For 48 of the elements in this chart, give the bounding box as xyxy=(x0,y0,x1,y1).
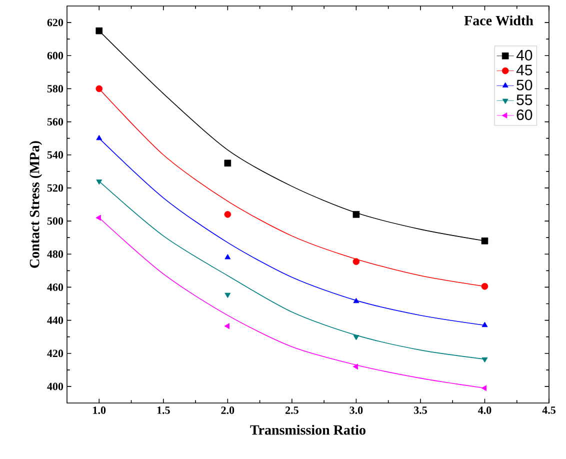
x-tick-label: 3.5 xyxy=(414,406,427,414)
point xyxy=(481,282,488,290)
y-tick-label: 440 xyxy=(47,316,64,324)
point xyxy=(352,258,360,265)
point xyxy=(353,298,360,304)
y-axis-title: Contact Stress (MPa) xyxy=(29,141,42,268)
point xyxy=(224,254,231,260)
y-tick-label: 480 xyxy=(47,250,64,258)
y-tick-label: 600 xyxy=(47,52,64,60)
y-tick-label: 620 xyxy=(47,18,64,26)
y-tick-label: 520 xyxy=(47,184,64,192)
legend-label: 50 xyxy=(516,80,532,90)
legend-label: 45 xyxy=(516,64,532,76)
legend-label: 55 xyxy=(516,94,532,106)
point xyxy=(96,180,102,185)
point xyxy=(352,364,358,370)
legend-label: 60 xyxy=(516,109,532,120)
point xyxy=(224,160,232,167)
x-tick-label: 2.5 xyxy=(286,406,298,414)
point xyxy=(352,211,360,218)
x-tick-label: 1.5 xyxy=(157,406,170,414)
y-tick-label: 460 xyxy=(47,284,64,291)
point xyxy=(96,214,101,221)
y-tick-label: 400 xyxy=(47,382,64,390)
x-tick-label: 1.0 xyxy=(93,406,106,414)
point xyxy=(224,292,231,298)
y-tick-label: 540 xyxy=(47,151,64,159)
x-axis-title: Transmission Ratio xyxy=(250,424,366,435)
point xyxy=(481,237,488,244)
point xyxy=(482,322,488,328)
y-tick-label: 500 xyxy=(47,217,64,225)
x-tick-label: 3.0 xyxy=(350,406,363,414)
point xyxy=(481,385,487,392)
legend-label: 40 xyxy=(516,50,532,61)
point xyxy=(482,357,488,363)
x-tick-label: 4.5 xyxy=(542,406,556,414)
point xyxy=(353,335,360,340)
x-tick-label: 4.0 xyxy=(478,406,492,414)
legend-title: Face Width xyxy=(464,15,534,26)
y-tick-label: 580 xyxy=(47,85,64,92)
y-tick-label: 560 xyxy=(47,118,64,126)
x-tick-label: 2.0 xyxy=(221,406,234,414)
point xyxy=(96,134,102,140)
point xyxy=(96,85,103,92)
point xyxy=(224,323,230,330)
point xyxy=(96,27,103,34)
y-tick-label: 420 xyxy=(47,350,64,358)
point xyxy=(224,211,232,218)
